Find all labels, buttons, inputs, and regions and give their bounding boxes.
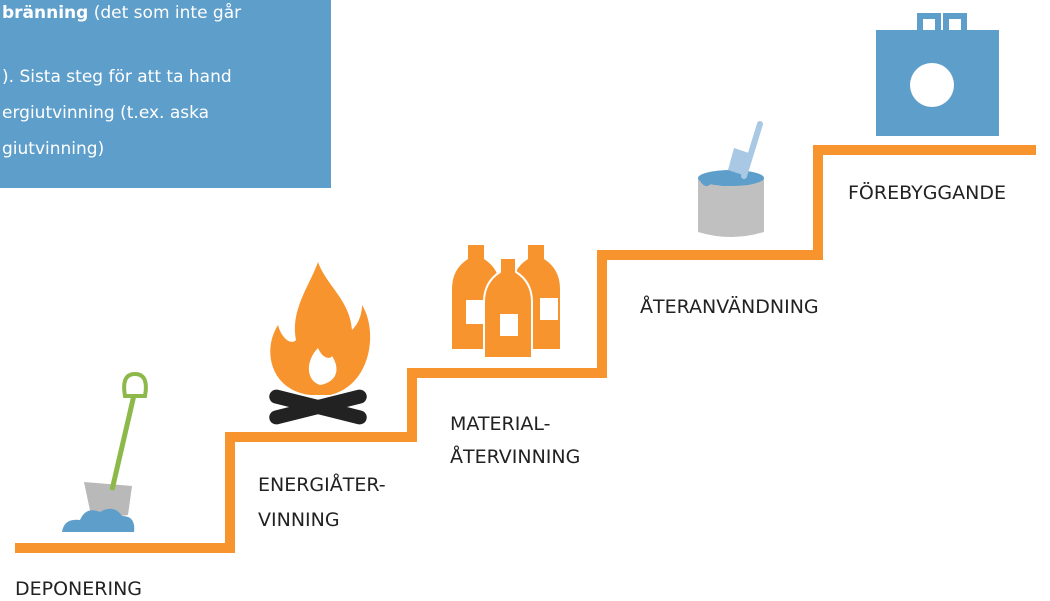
shovel-icon	[62, 374, 146, 532]
info-rest: (det som inte går	[94, 2, 241, 23]
step-label: FÖREBYGGANDE	[848, 181, 1006, 204]
bottles-icon	[452, 245, 560, 358]
info-line: bränning (det som inte går	[2, 2, 241, 23]
step-label: ENERGIÅTER-	[258, 473, 386, 496]
info-line: ergiutvinning (t.ex. aska	[2, 103, 209, 123]
step-label: VINNING	[258, 509, 340, 531]
step-label: MATERIAL-	[450, 413, 550, 435]
waste-hierarchy: bränning (det som inte går ). Sista steg…	[0, 0, 1050, 601]
step-label: DEPONERING	[15, 578, 142, 600]
bag-icon	[876, 16, 999, 136]
step-label: ÅTERANVÄNDNING	[640, 295, 819, 318]
info-bold: bränning	[2, 3, 88, 23]
fire-icon	[268, 262, 370, 426]
paint-can-icon	[698, 124, 764, 237]
info-box	[0, 0, 331, 188]
info-line: giutvinning)	[2, 139, 104, 159]
step-label: ÅTERVINNING	[450, 445, 580, 468]
info-line: ). Sista steg för att ta hand	[2, 67, 232, 87]
page: bränning (det som inte går ). Sista steg…	[0, 0, 1050, 601]
